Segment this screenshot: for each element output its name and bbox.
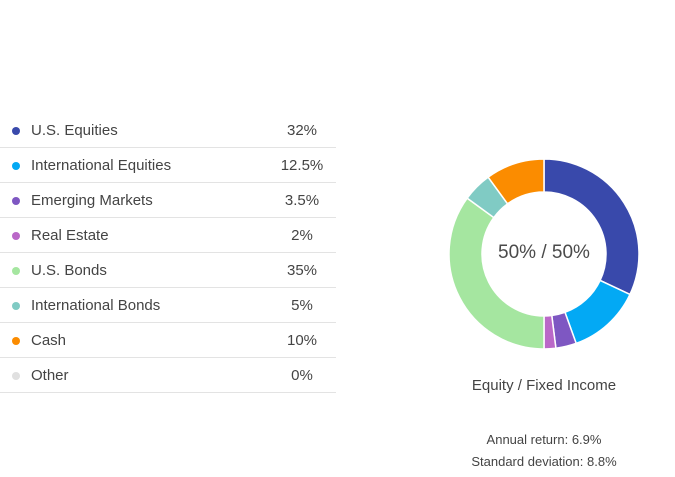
- legend-color-dot-icon: [12, 127, 20, 135]
- allocation-row: International Bonds 5%: [0, 288, 336, 323]
- donut-center-label: 50% / 50%: [498, 242, 590, 263]
- allocation-value: 2%: [291, 227, 313, 244]
- legend-color-dot-icon: [12, 232, 20, 240]
- allocation-legend-table: U.S. Equities 32% International Equities 12…: [0, 113, 336, 393]
- allocation-row: U.S. Bonds 35%: [0, 253, 336, 288]
- allocation-label: Real Estate: [31, 227, 109, 244]
- standard-deviation-stat: Standard deviation: 8.8%: [471, 454, 617, 469]
- allocation-value: 0%: [291, 367, 313, 384]
- annual-return-stat: Annual return: 6.9%: [486, 432, 602, 447]
- legend-color-dot-icon: [12, 197, 20, 205]
- allocation-label: Emerging Markets: [31, 192, 153, 209]
- donut-slice-international-equities: [564, 279, 631, 345]
- donut-slice-u-s-equities: [543, 158, 640, 296]
- allocation-row: International Equities 12.5%: [0, 148, 336, 183]
- legend-color-dot-icon: [12, 337, 20, 345]
- allocation-label: Cash: [31, 332, 67, 349]
- allocation-row: Emerging Markets 3.5%: [0, 183, 336, 218]
- allocation-value: 10%: [286, 332, 318, 349]
- allocation-row: Real Estate 2%: [0, 218, 336, 253]
- allocation-label: U.S. Equities: [31, 122, 118, 139]
- allocation-value: 35%: [286, 262, 318, 279]
- legend-color-dot-icon: [12, 267, 20, 275]
- allocation-donut-chart: 50% / 50%: [443, 153, 645, 355]
- allocation-row: Other 0%: [0, 358, 336, 393]
- allocation-value: 32%: [286, 122, 318, 139]
- legend-color-dot-icon: [12, 372, 20, 380]
- donut-slice-u-s-bonds: [448, 197, 545, 350]
- donut-slice-cash: [487, 158, 545, 205]
- allocation-label: International Equities: [31, 157, 172, 174]
- allocation-label: Other: [31, 367, 69, 384]
- allocation-row: Cash 10%: [0, 323, 336, 358]
- allocation-row: U.S. Equities 32%: [0, 113, 336, 148]
- legend-color-dot-icon: [12, 302, 20, 310]
- legend-color-dot-icon: [12, 162, 20, 170]
- allocation-value: 12.5%: [280, 157, 324, 174]
- chart-caption: Equity / Fixed Income: [471, 377, 617, 394]
- allocation-label: U.S. Bonds: [31, 262, 107, 279]
- donut-svg: [448, 158, 640, 350]
- allocation-value: 5%: [291, 297, 313, 314]
- allocation-value: 3.5%: [284, 192, 320, 209]
- allocation-label: International Bonds: [31, 297, 161, 314]
